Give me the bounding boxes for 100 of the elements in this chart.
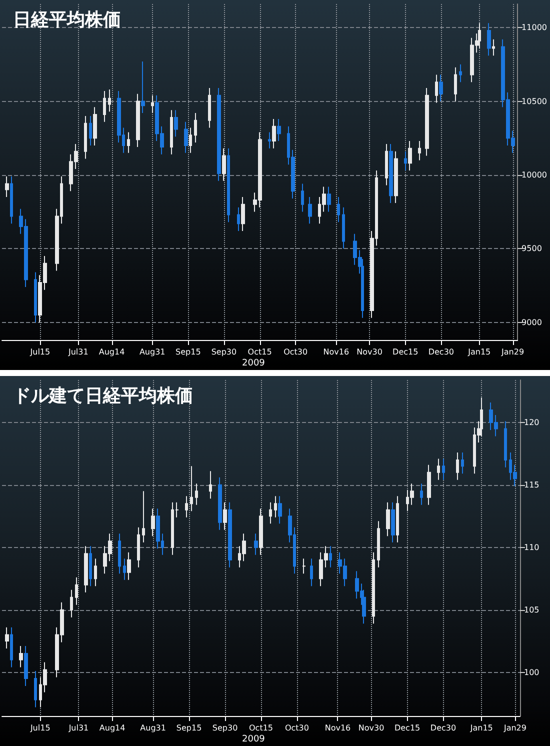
candlestick xyxy=(151,94,154,114)
candlestick xyxy=(103,90,106,122)
candlestick xyxy=(241,196,245,232)
x-tick-label: Jan15 xyxy=(469,724,493,732)
x-tick-label: Aug31 xyxy=(139,348,166,356)
candlestick xyxy=(94,558,97,587)
candlestick xyxy=(385,144,388,186)
x-tick-label: Oct15 xyxy=(248,724,274,732)
candlestick xyxy=(184,121,188,154)
x-tick-label: Aug31 xyxy=(140,724,166,732)
x-tick-label: Nov16 xyxy=(323,348,350,356)
y-tick-label: 115 xyxy=(524,480,540,490)
candlestick xyxy=(492,38,495,56)
candlestick xyxy=(456,452,459,480)
candlestick xyxy=(408,140,412,172)
x-tick-label: Nov30 xyxy=(358,724,384,732)
candlestick xyxy=(274,496,277,518)
x-tick-label: Oct30 xyxy=(284,724,309,732)
x-tick-label: Dec30 xyxy=(430,724,456,732)
candlestick xyxy=(136,93,140,148)
candlestick xyxy=(190,466,193,512)
x-tick-label: Jan15 xyxy=(467,348,491,356)
candlestick xyxy=(118,533,121,574)
candlestick xyxy=(142,490,145,543)
y-tick-label: 9000 xyxy=(522,318,542,327)
candlestick xyxy=(389,144,393,204)
candlestick xyxy=(377,520,380,568)
x-tick-label: Aug14 xyxy=(98,348,125,356)
candlestick xyxy=(84,116,87,160)
candlestick xyxy=(141,60,145,114)
candlestick xyxy=(170,110,173,155)
candlestick xyxy=(396,496,399,543)
candlestick xyxy=(151,508,155,537)
candlestick xyxy=(137,526,140,568)
candlestick xyxy=(461,452,464,474)
x-tick-label: Oct15 xyxy=(248,348,272,356)
candlestick xyxy=(223,502,227,530)
y-tick-label: 9500 xyxy=(522,244,542,254)
x-tick-label: Jan29 xyxy=(502,724,526,732)
candlestick xyxy=(195,483,198,506)
x-tick-label: Sep30 xyxy=(211,348,237,356)
candlestick xyxy=(84,546,88,593)
candlestick xyxy=(93,106,97,146)
candlestick xyxy=(19,646,23,668)
candlestick xyxy=(10,626,13,668)
y-tick-label: 105 xyxy=(524,605,540,614)
y-tick-label: 11000 xyxy=(522,23,548,32)
x-tick-label: Dec15 xyxy=(394,724,420,732)
candlestick xyxy=(127,552,131,580)
x-tick-label: Sep15 xyxy=(176,724,202,732)
x-tick-label: Nov30 xyxy=(356,348,382,356)
candlestick xyxy=(208,88,211,128)
text: 2009 xyxy=(242,734,266,744)
x-tick-label: Jul15 xyxy=(29,348,50,356)
candlestick xyxy=(391,502,395,543)
candlestick xyxy=(174,110,178,138)
candlestick xyxy=(427,464,431,506)
x-tick-label: Aug14 xyxy=(99,724,126,732)
candlestick xyxy=(437,458,440,480)
candlestick xyxy=(420,483,423,506)
candlestick xyxy=(209,470,212,500)
candlestick xyxy=(89,546,92,587)
candlestick xyxy=(123,558,126,580)
candlestick xyxy=(189,127,192,154)
text: 2009 xyxy=(242,358,266,368)
candlestick xyxy=(386,502,390,537)
candlestick xyxy=(5,626,9,650)
chart-title: ドル建て日経平均株価 xyxy=(13,386,193,406)
candlestick xyxy=(228,502,232,568)
candlestick xyxy=(222,148,226,182)
y-tick-label: 120 xyxy=(524,418,540,427)
candlestick xyxy=(329,546,332,568)
y-tick-label: 110 xyxy=(524,542,540,552)
candlestick xyxy=(269,502,272,524)
candlestick xyxy=(70,589,73,618)
candlestick xyxy=(442,458,445,480)
x-tick-label: Jan29 xyxy=(500,348,524,356)
candlestick xyxy=(394,150,398,204)
x-tick-label: Sep15 xyxy=(176,348,201,356)
candlestick xyxy=(310,558,313,587)
x-tick-label: Dec30 xyxy=(428,348,454,356)
candlestick xyxy=(302,558,306,574)
x-tick-label: Oct30 xyxy=(284,348,308,356)
candlestick xyxy=(272,118,276,149)
candlestick xyxy=(24,646,28,687)
y-tick-label: 10500 xyxy=(522,96,548,106)
candlestick xyxy=(194,112,197,144)
y-tick-label: 10000 xyxy=(522,170,548,180)
candlestick xyxy=(435,74,438,104)
candlestick xyxy=(34,670,37,708)
x-tick-label: Jul31 xyxy=(68,724,89,732)
x-tick-label: Jul31 xyxy=(67,348,88,356)
candlestick xyxy=(439,74,443,102)
x-tick-label: Dec15 xyxy=(392,348,418,356)
candlestick xyxy=(425,88,429,156)
y-tick-label: 100 xyxy=(524,668,540,677)
x-tick-label: Jul15 xyxy=(29,724,50,732)
chart-title: 日経平均株価 xyxy=(13,10,121,30)
candlestick xyxy=(185,496,188,518)
candlestick xyxy=(418,140,421,161)
